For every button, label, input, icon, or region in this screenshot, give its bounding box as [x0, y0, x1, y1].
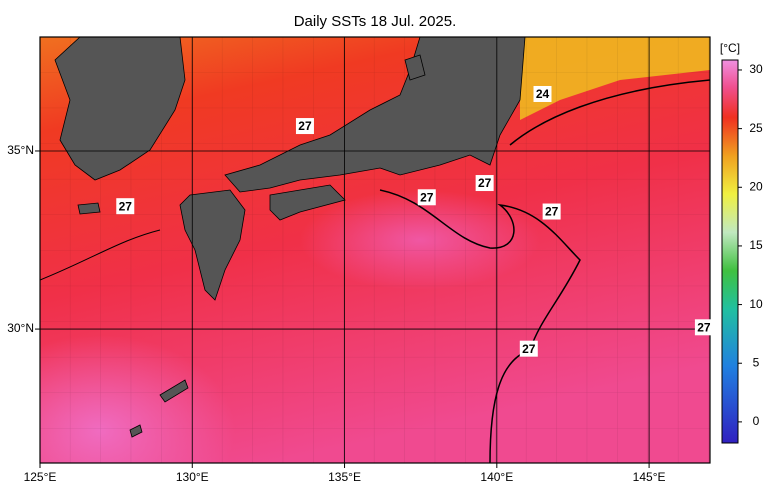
land-shikoku	[269, 184, 346, 221]
map	[40, 37, 710, 463]
contour-label-box	[475, 175, 494, 192]
contour-label: 27	[542, 203, 561, 220]
contour-label-box	[533, 85, 552, 102]
colorbar-tick-label: 10	[749, 297, 763, 311]
colorbar-tick-label: 25	[749, 121, 763, 135]
contour-label-text: 27	[522, 342, 536, 356]
x-tick-label: 135°E	[328, 470, 361, 484]
colorbar-label: [°C]	[720, 41, 740, 55]
colorbar-tick-label: 20	[749, 179, 763, 193]
contour-label: 27	[694, 319, 713, 336]
colorbar-tick-label: 0	[753, 414, 760, 428]
contour-label-text: 27	[420, 190, 434, 204]
colorbar-tick-label: 15	[749, 238, 763, 252]
contour	[509, 79, 710, 146]
contour-label-text: 27	[545, 205, 559, 219]
contour-label-text: 24	[536, 87, 550, 101]
colorbar-tick-label: 30	[749, 62, 763, 76]
contour-label: 27	[417, 189, 436, 206]
land-korea	[54, 37, 186, 181]
contour-label-box	[542, 203, 561, 220]
contour-label-box	[417, 189, 436, 206]
contour-label-text: 27	[298, 119, 312, 133]
contour-label: 27	[295, 118, 314, 135]
contour-label: 27	[116, 198, 135, 215]
contour-label-text: 27	[697, 320, 711, 334]
chart-title: Daily SSTs 18 Jul. 2025.	[294, 13, 457, 30]
colorbar-tick-label: 5	[753, 355, 760, 369]
contour-label-box	[116, 198, 135, 215]
contour-label: 24	[533, 85, 552, 102]
land-islands	[129, 379, 189, 438]
contour-label-box	[295, 118, 314, 135]
land-sado	[404, 54, 426, 81]
contour-label: 27	[519, 340, 538, 357]
contour-label-text: 27	[119, 199, 133, 213]
contour-label-box	[519, 340, 538, 357]
x-tick-label: 140°E	[480, 470, 513, 484]
contour-label-box	[694, 319, 713, 336]
land-jeju	[77, 202, 101, 215]
x-tick-label: 125°E	[24, 470, 57, 484]
y-tick-label: 35°N	[7, 143, 34, 157]
y-tick-label: 30°N	[7, 321, 34, 335]
land-kyushu	[179, 189, 246, 301]
x-tick-label: 145°E	[633, 470, 666, 484]
contour-label-text: 27	[478, 176, 492, 190]
contour	[379, 189, 581, 463]
contour-label: 27	[475, 175, 494, 192]
x-tick-label: 130°E	[176, 470, 209, 484]
contour	[40, 229, 161, 281]
colorbar	[721, 59, 739, 444]
